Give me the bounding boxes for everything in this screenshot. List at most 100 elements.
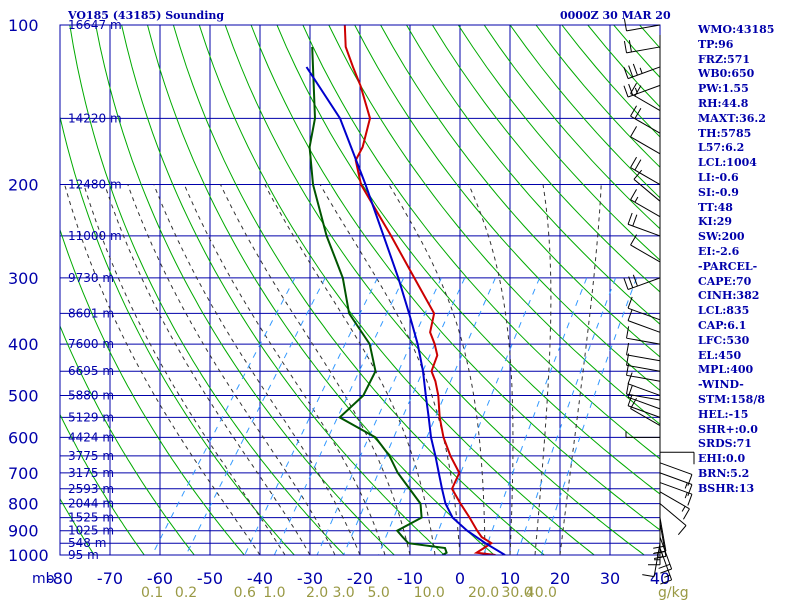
wind-barb <box>627 385 661 410</box>
moist-adiabat <box>534 184 552 555</box>
dry-adiabat <box>431 25 660 293</box>
dry-adiabat <box>380 25 660 358</box>
wind-barb-staff <box>626 393 661 401</box>
dry-adiabat <box>457 25 660 261</box>
height-label: 5880 m <box>68 388 114 402</box>
temperature-tick-label: -40 <box>247 569 273 588</box>
height-label: 12480 m <box>68 178 122 192</box>
moist-adiabat <box>559 184 602 555</box>
moist-adiabat <box>104 184 311 555</box>
index-item: L57:6.2 <box>698 141 745 155</box>
wind-barb <box>623 83 661 98</box>
index-item: PW:1.55 <box>698 82 749 96</box>
temperature-tick-label: -60 <box>147 569 173 588</box>
wind-barb <box>659 503 687 536</box>
wind-barb <box>623 63 661 80</box>
dry-adiabat <box>302 25 660 460</box>
wind-barb-feather <box>626 342 630 355</box>
wind-barb-feather <box>632 214 638 227</box>
mixing-ratio-tick-label: 20.0 <box>468 585 499 600</box>
index-item: KI:29 <box>698 215 733 229</box>
temperature-tick-label: 30 <box>600 569 620 588</box>
pressure-tick-label: 600 <box>8 428 39 447</box>
wind-barb-staff <box>659 472 693 486</box>
wind-barb-feather <box>626 326 630 339</box>
pressure-tick-label: 700 <box>8 464 39 483</box>
wind-barb-feather <box>630 105 637 117</box>
mixing-ratio-line <box>185 277 326 555</box>
wind-barb <box>648 530 661 566</box>
wind-barb <box>630 156 661 185</box>
height-label: 7600 m <box>68 337 114 351</box>
dry-adiabat <box>224 25 645 555</box>
wind-barb <box>658 536 673 574</box>
mixing-ratio-line <box>273 277 405 555</box>
dry-adiabat <box>354 25 660 392</box>
mixing-ratio-tick-label: 0.2 <box>175 585 197 600</box>
wind-barb-half-feather <box>634 87 638 94</box>
wind-barb-staff <box>627 396 661 410</box>
wind-barb-feather <box>630 126 637 138</box>
wind-barb-half-feather <box>634 196 639 203</box>
wind-barb-half-feather <box>664 574 671 578</box>
wind-barb-staff <box>626 364 661 372</box>
wind-barb-feather <box>642 574 655 578</box>
wind-barb-staff <box>659 462 693 475</box>
wind-barb-feather <box>687 494 693 506</box>
wind-barb-staff <box>633 178 661 202</box>
mixing-ratio-unit-label: g/kg <box>658 585 689 600</box>
wind-barb <box>623 274 661 290</box>
index-item: SI:-0.9 <box>698 185 739 199</box>
height-label: 14220 m <box>68 111 122 125</box>
wind-barb <box>633 169 661 202</box>
index-item: STM:158/8 <box>698 392 765 406</box>
mixing-ratio-tick-label: 0.6 <box>234 585 256 600</box>
wind-barb-feather <box>628 83 634 96</box>
wind-barb-staff <box>627 383 661 396</box>
index-item: LFC:530 <box>698 333 750 347</box>
wind-barb-feather <box>623 40 628 53</box>
temperature-tick-label: -10 <box>397 569 423 588</box>
dry-adiabat <box>121 25 445 555</box>
dry-adiabat <box>276 25 660 495</box>
temperature-tick-label: -80 <box>47 569 73 588</box>
wind-barb-staff <box>627 84 661 98</box>
index-item: WB0:650 <box>698 67 755 81</box>
wind-barb-feather <box>623 18 628 31</box>
wind-barb-staff <box>659 482 693 495</box>
temperature-tick-label: -20 <box>347 569 373 588</box>
index-item: CAP:6.1 <box>698 318 747 332</box>
wind-barb-feather <box>627 385 633 398</box>
wind-barb <box>623 18 661 32</box>
height-label: 1525 m <box>68 511 114 525</box>
moist-adiabat <box>220 184 411 555</box>
wind-barb-staff <box>659 503 687 526</box>
mixing-ratio-line <box>151 277 296 555</box>
index-item: LI:-0.6 <box>698 170 739 184</box>
height-label: 16647 m <box>68 18 122 32</box>
moist-adiabat <box>264 184 436 555</box>
wind-barb-feather <box>653 550 666 554</box>
moist-adiabat <box>468 184 514 555</box>
pressure-tick-label: 500 <box>8 386 39 405</box>
height-label: 11000 m <box>68 229 122 243</box>
wind-barb-feather <box>628 276 634 288</box>
wind-barb-feather <box>628 65 634 78</box>
dry-adiabat <box>406 25 660 325</box>
wind-barb-feather <box>627 309 633 321</box>
mixing-ratio-tick-label: 40.0 <box>526 585 557 600</box>
mixing-ratio-line <box>428 277 541 555</box>
wind-barb <box>627 296 661 321</box>
wind-barb-feather <box>683 508 690 520</box>
height-label: 9730 m <box>68 271 114 285</box>
wind-barb-staff <box>630 199 661 218</box>
wind-barb-staff <box>626 24 661 32</box>
wind-barb-feather <box>687 474 693 486</box>
wind-barb-staff <box>630 115 661 134</box>
moist-adiabat <box>64 184 261 555</box>
pressure-tick-label: 900 <box>8 522 39 541</box>
height-label: 95 m <box>68 548 99 562</box>
index-item: CINH:382 <box>698 289 760 303</box>
dry-adiabat <box>95 25 395 555</box>
